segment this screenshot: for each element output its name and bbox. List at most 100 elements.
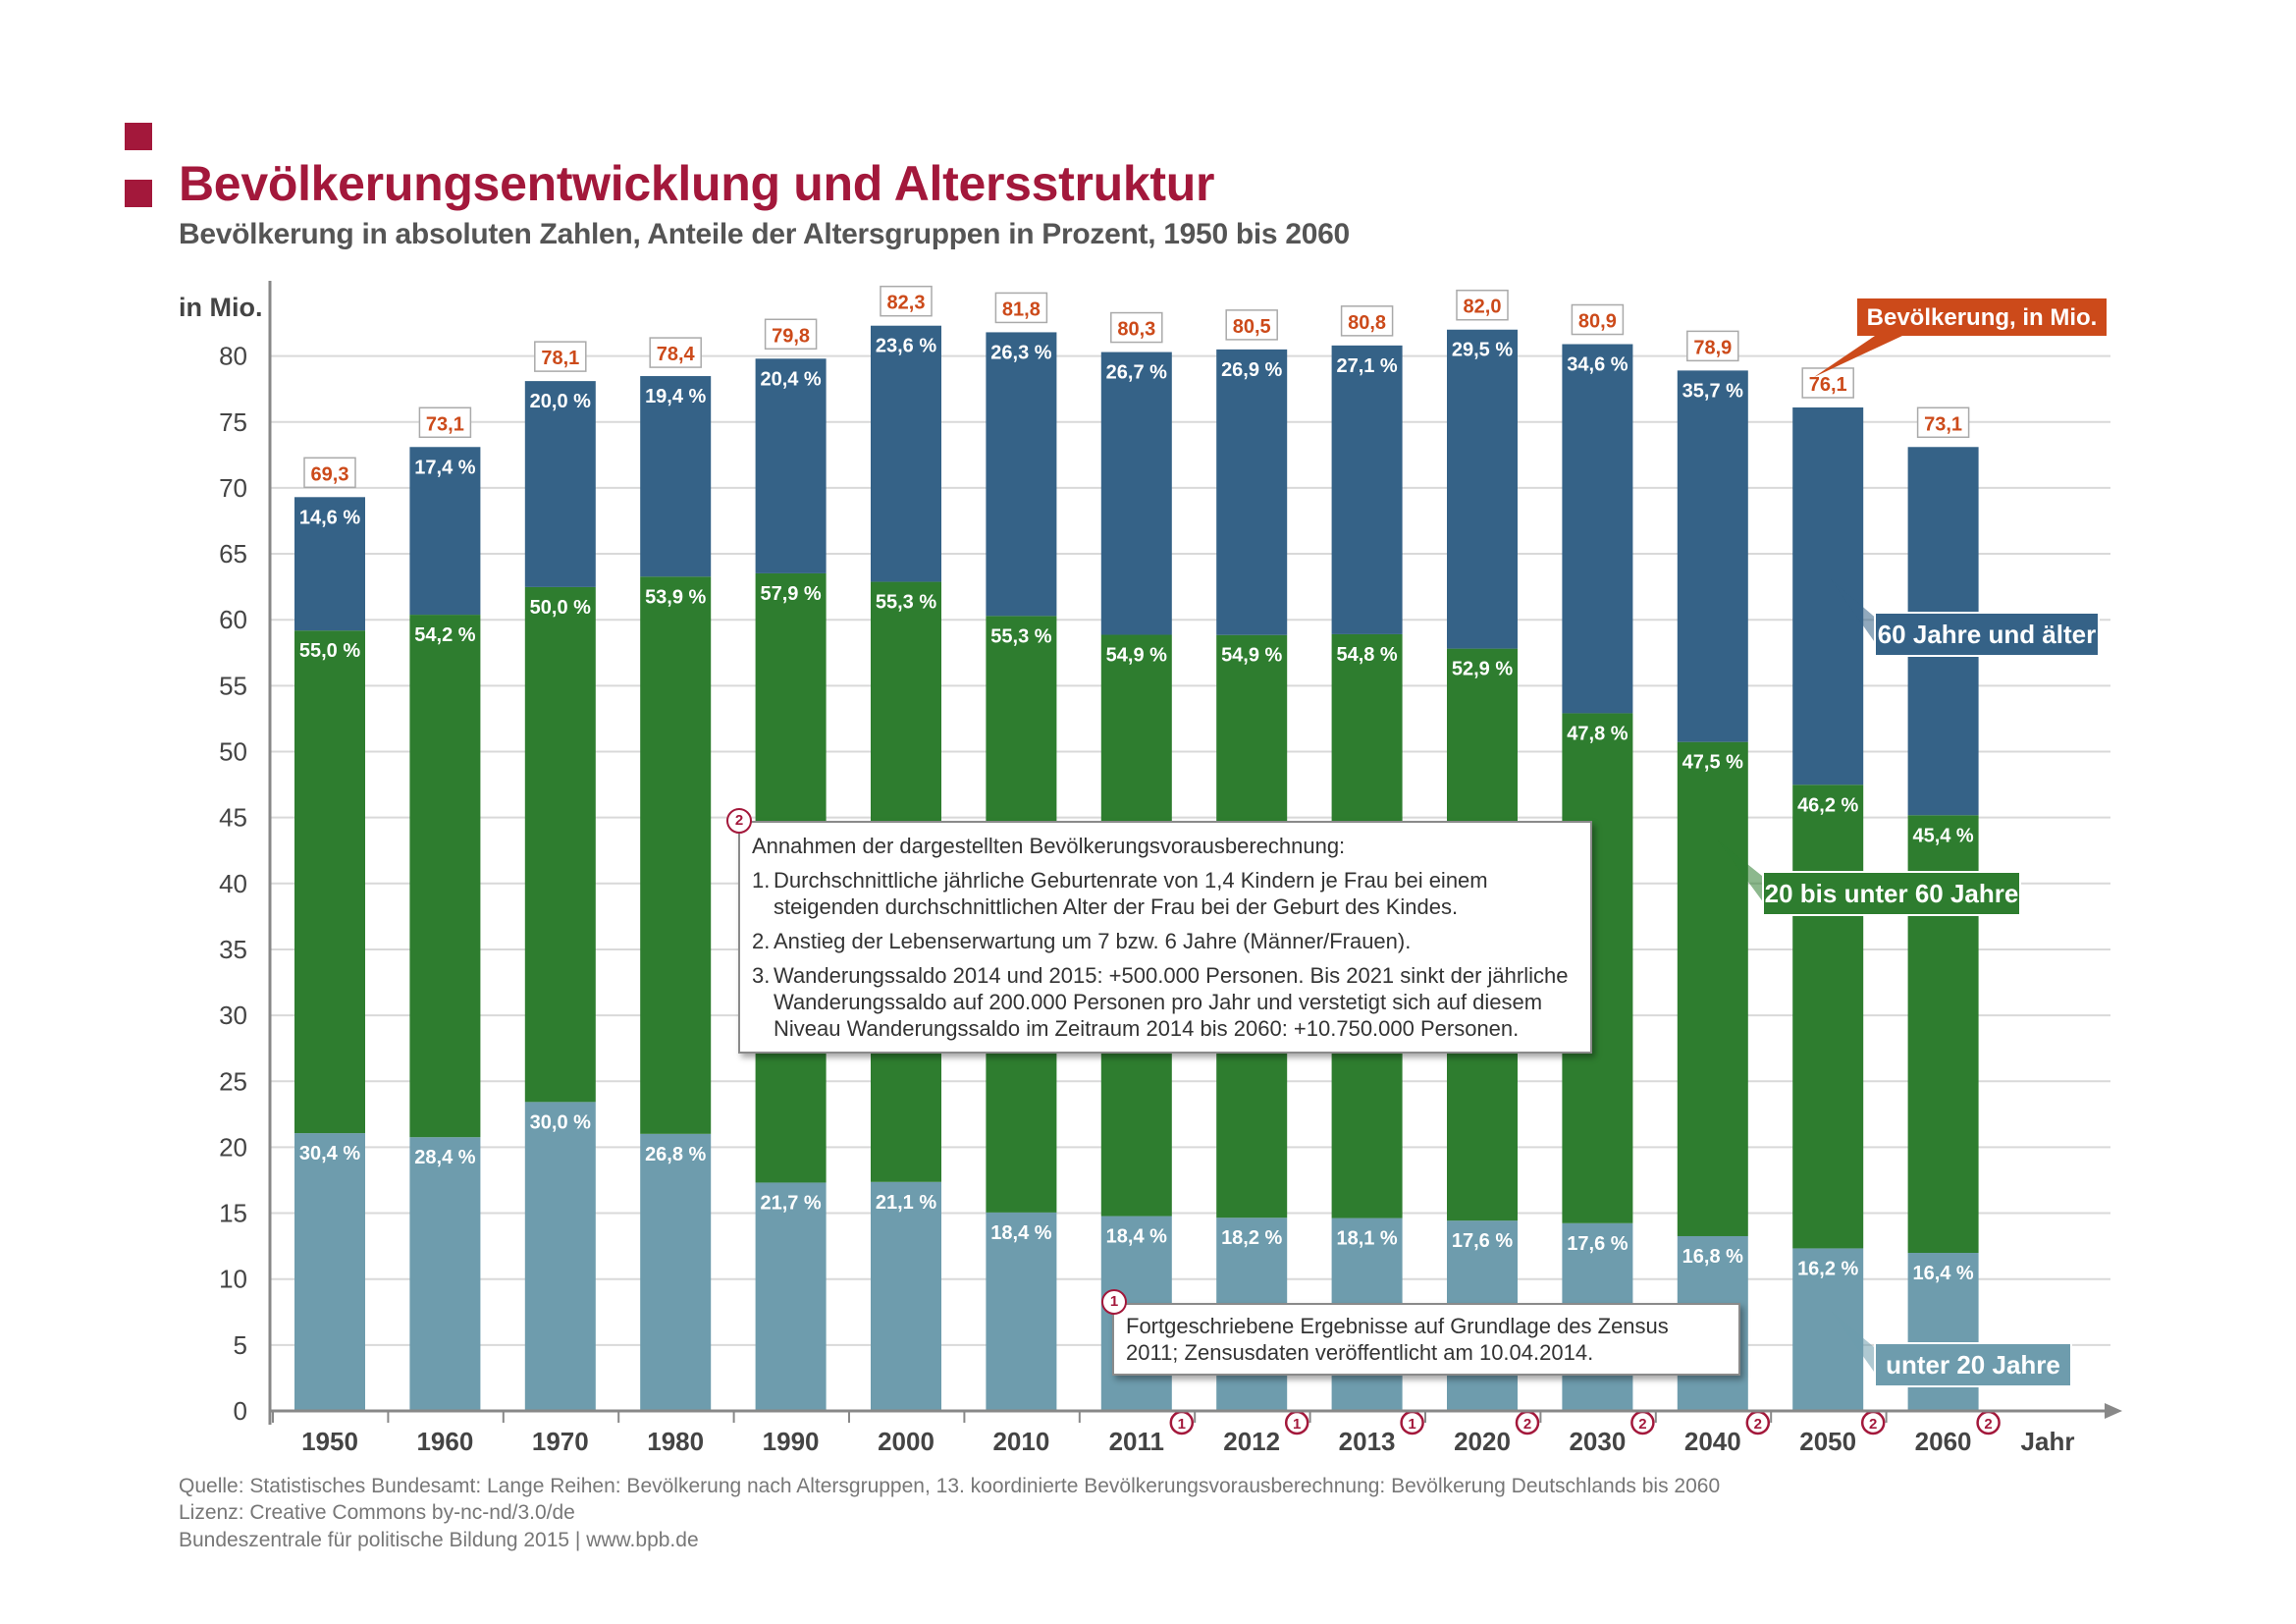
legend-label-senior: 60 Jahre und älter — [1878, 620, 2097, 649]
assumption-item: 2. Anstieg der Lebenserwartung um 7 bzw.… — [752, 928, 1576, 954]
segment-label: 16,2 % — [1797, 1258, 1858, 1279]
y-tick-label: 30 — [219, 1001, 247, 1030]
assumption-text: Durchschnittliche jährliche Geburtenrate… — [774, 868, 1488, 919]
bar-segment-senior — [1100, 352, 1172, 635]
y-tick-label: 15 — [219, 1199, 247, 1228]
x-tick-label: 2013 — [1339, 1427, 1396, 1456]
total-label: 73,1 — [1924, 413, 1962, 435]
note-2-badge: 2 — [726, 808, 752, 834]
y-tick-label: 10 — [219, 1265, 247, 1294]
source-line: Quelle: Statistisches Bundesamt: Lange R… — [179, 1475, 1721, 1497]
segment-label: 45,4 % — [1912, 825, 1973, 846]
segment-label: 54,8 % — [1336, 644, 1397, 666]
x-axis-arrow — [2105, 1403, 2122, 1419]
segment-label: 19,4 % — [645, 386, 706, 407]
chart-subtitle: Bevölkerung in absoluten Zahlen, Anteile… — [179, 218, 1350, 250]
segment-label: 20,4 % — [760, 368, 821, 390]
total-label-box — [764, 318, 818, 351]
legend-pointer-senior — [1831, 579, 1879, 648]
census-note: Fortgeschriebene Ergebnisse auf Grundlag… — [1112, 1303, 1740, 1376]
segment-label: 17,6 % — [1567, 1233, 1628, 1255]
total-label-box — [1571, 303, 1625, 336]
segment-label: 29,5 % — [1452, 340, 1513, 361]
total-label: 78,1 — [541, 348, 579, 369]
x-tick-label: 2020 — [1454, 1427, 1511, 1456]
bar-segment-adult — [294, 630, 365, 1134]
segment-label: 17,4 % — [414, 457, 475, 478]
bar-segment-senior — [640, 376, 712, 577]
total-label: 82,0 — [1464, 297, 1502, 318]
y-tick-label: 5 — [234, 1330, 247, 1360]
segment-label: 20,0 % — [530, 391, 591, 412]
segment-label: 26,3 % — [990, 342, 1051, 363]
x-axis-label: Jahr — [2021, 1427, 2075, 1456]
segment-label: 35,7 % — [1682, 380, 1743, 402]
y-tick-label: 70 — [219, 473, 247, 503]
segment-label: 26,7 % — [1106, 362, 1167, 384]
assumption-item: 3. Wanderungssaldo 2014 und 2015: +500.0… — [752, 962, 1576, 1042]
legend-box-adult — [1762, 871, 2021, 916]
segment-label: 18,2 % — [1221, 1227, 1282, 1249]
segment-label: 55,3 % — [990, 625, 1051, 647]
segment-label: 34,6 % — [1567, 354, 1628, 376]
bar-segment-young — [524, 1102, 596, 1411]
assumptions-header: Annahmen der dargestellten Bevölkerungsv… — [752, 834, 1346, 858]
segment-label: 26,8 % — [645, 1144, 706, 1165]
segment-label: 54,9 % — [1106, 645, 1167, 667]
note-marker: 2 — [1523, 1416, 1531, 1433]
x-tick-label: 1970 — [532, 1427, 589, 1456]
legend-box-senior — [1874, 612, 2100, 657]
bar-segment-senior — [1447, 329, 1518, 649]
bar-segment-young — [640, 1133, 712, 1411]
legend-label-total: Bevölkerung, in Mio. — [1867, 304, 2098, 331]
y-tick-label: 45 — [219, 803, 247, 833]
segment-label: 30,0 % — [530, 1111, 591, 1133]
note-marker: 1 — [1178, 1416, 1186, 1433]
y-axis-label: in Mio. — [179, 293, 262, 322]
x-tick-label: 2050 — [1799, 1427, 1856, 1456]
x-tick-label: 2040 — [1684, 1427, 1741, 1456]
segment-label: 55,0 % — [299, 640, 360, 662]
note-marker: 2 — [1754, 1416, 1762, 1433]
legend-pointer-young — [1832, 1312, 1879, 1379]
total-label: 80,3 — [1117, 319, 1155, 341]
publisher-line: Bundeszentrale für politische Bildung 20… — [179, 1529, 699, 1551]
total-label-box — [1110, 311, 1163, 344]
note-marker: 2 — [1984, 1416, 1992, 1433]
segment-label: 18,1 % — [1336, 1228, 1397, 1250]
license-line: Lizenz: Creative Commons by-nc-nd/3.0/de — [179, 1501, 575, 1524]
assumption-number: 1. — [752, 868, 771, 893]
legend-pointer-total — [1814, 336, 1902, 377]
bar-segment-young — [409, 1137, 481, 1411]
bar-segment-adult — [640, 576, 712, 1134]
segment-label: 30,4 % — [299, 1143, 360, 1164]
bar-segment-senior — [524, 381, 596, 587]
x-tick-label: 2012 — [1223, 1427, 1280, 1456]
assumption-number: 3. — [752, 963, 771, 988]
segment-label: 55,3 % — [876, 592, 936, 614]
total-label-box — [1340, 305, 1394, 337]
note-marker: 2 — [1869, 1416, 1877, 1433]
total-label-box — [1916, 406, 1970, 439]
bar-segment-young — [986, 1212, 1057, 1411]
y-tick-label: 65 — [219, 539, 247, 568]
x-tick-label: 1990 — [763, 1427, 820, 1456]
segment-label: 16,8 % — [1682, 1246, 1743, 1268]
total-label: 69,3 — [311, 463, 349, 485]
x-tick-label: 1960 — [416, 1427, 473, 1456]
assumption-text: Wanderungssaldo 2014 und 2015: +500.000 … — [774, 963, 1569, 1041]
census-note-text: Fortgeschriebene Ergebnisse auf Grundlag… — [1126, 1314, 1669, 1365]
total-label-box — [1456, 289, 1509, 321]
segment-label: 57,9 % — [760, 583, 821, 605]
note-1-badge: 1 — [1101, 1289, 1127, 1315]
y-tick-label: 25 — [219, 1066, 247, 1096]
total-label: 80,9 — [1578, 311, 1617, 333]
total-label: 73,1 — [426, 413, 464, 435]
segment-label: 21,1 % — [876, 1192, 936, 1214]
y-tick-label: 20 — [219, 1132, 247, 1162]
legend-label-young: unter 20 Jahre — [1886, 1350, 2060, 1380]
x-tick-label: 2000 — [878, 1427, 934, 1456]
bar-segment-young — [871, 1181, 941, 1411]
x-tick-label: 2011 — [1109, 1427, 1164, 1456]
